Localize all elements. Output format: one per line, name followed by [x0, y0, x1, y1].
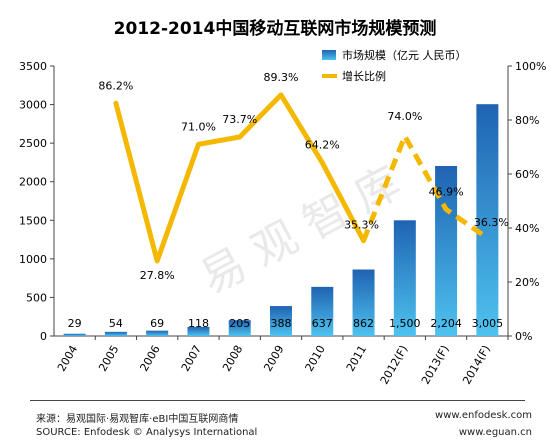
- growth-value-label: 73.7%: [222, 113, 257, 126]
- y-right-tick-label: 20%: [515, 276, 539, 289]
- growth-value-label: 36.3%: [474, 216, 509, 229]
- y-left-tick-label: 1000: [19, 253, 47, 266]
- bar: [352, 269, 375, 336]
- bar-value-label: 862: [353, 317, 374, 330]
- y-right-tick-label: 40%: [515, 222, 539, 235]
- bar-value-label: 2,204: [430, 317, 462, 330]
- x-tick-label: 2013(F): [419, 343, 452, 387]
- y-left-tick-label: 2500: [19, 137, 47, 150]
- bar: [435, 165, 458, 336]
- footer-site-enfodesk[interactable]: www.enfodesk.com: [435, 410, 532, 421]
- x-tick-label: 2011: [344, 343, 369, 374]
- footer-divider: [30, 400, 525, 401]
- bar: [270, 306, 292, 336]
- bar-value-label: 29: [68, 317, 82, 330]
- x-tick-label: 2005: [96, 343, 121, 374]
- footer-site-eguan[interactable]: www.eguan.cn: [458, 427, 532, 438]
- bar: [104, 331, 127, 336]
- footer-source-cn: 来源：易观国际·易观智库·eBI中国互联网商情: [36, 414, 239, 425]
- legend-bar-label: 市场规模（亿元 人民币）: [342, 48, 467, 62]
- y-left-tick-label: 2000: [19, 176, 47, 189]
- y-left-tick-label: 500: [26, 291, 47, 304]
- x-tick-label: 2008: [220, 343, 245, 374]
- x-tick-label: 2006: [138, 343, 163, 374]
- x-tick-label: 2004: [55, 343, 80, 374]
- watermark: 易观智库: [192, 150, 421, 304]
- growth-value-label: 46.9%: [429, 185, 464, 198]
- bar: [63, 333, 86, 336]
- y-left-tick-label: 0: [40, 330, 47, 343]
- bar-value-label: 1,500: [389, 317, 421, 330]
- growth-line-forecast: [361, 133, 489, 242]
- bar-value-label: 69: [150, 317, 164, 330]
- bar: [476, 104, 499, 336]
- bar-value-label: 3,005: [472, 317, 504, 330]
- growth-value-label: 35.3%: [344, 219, 379, 232]
- legend-bar-swatch: [322, 50, 336, 60]
- growth-value-label: 27.8%: [140, 269, 175, 282]
- bar-value-label: 205: [229, 317, 250, 330]
- legend-line-label: 增长比例: [342, 69, 386, 83]
- growth-line-solid: [113, 92, 367, 264]
- y-left-tick-label: 3000: [19, 99, 47, 112]
- bar-value-label: 637: [312, 317, 333, 330]
- y-right-tick-label: 100%: [515, 60, 546, 73]
- x-tick-label: 2010: [303, 343, 328, 374]
- growth-value-label: 64.2%: [305, 139, 340, 152]
- y-right-tick-label: 60%: [515, 168, 539, 181]
- bar: [146, 330, 169, 336]
- growth-value-label: 71.0%: [181, 120, 216, 133]
- growth-value-label: 74.0%: [387, 110, 422, 123]
- footer-source-en: SOURCE: Enfodesk © Analysys Internationa…: [36, 427, 258, 438]
- y-right-tick-label: 0%: [515, 330, 532, 343]
- growth-value-label: 89.3%: [264, 71, 299, 84]
- y-right-tick-label: 80%: [515, 114, 539, 127]
- y-left-tick-label: 1500: [19, 214, 47, 227]
- y-left-tick-label: 3500: [19, 60, 47, 73]
- bar: [393, 220, 416, 336]
- bar: [187, 326, 210, 336]
- x-tick-label: 2009: [261, 343, 286, 374]
- bar: [228, 320, 251, 336]
- bar-value-label: 118: [188, 317, 209, 330]
- bar: [311, 286, 334, 336]
- x-tick-label: 2007: [179, 343, 204, 374]
- growth-value-label: 86.2%: [98, 79, 133, 92]
- x-tick-label: 2012(F): [378, 343, 411, 387]
- bar-value-label: 54: [109, 317, 123, 330]
- chart-title: 2012-2014中国移动互联网市场规模预测: [114, 18, 437, 39]
- bar-value-label: 388: [271, 317, 292, 330]
- x-tick-label: 2014(F): [460, 343, 493, 387]
